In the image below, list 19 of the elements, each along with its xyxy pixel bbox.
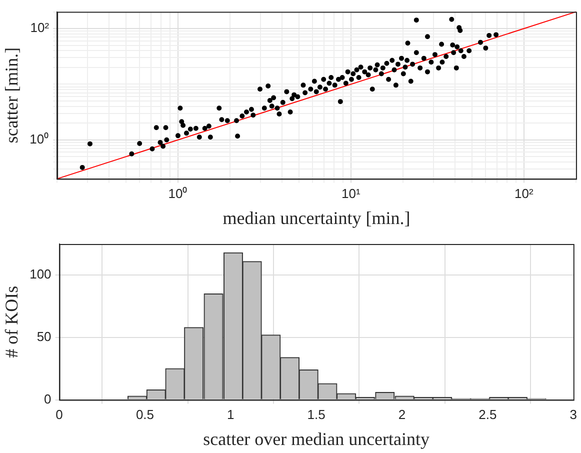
y-axis-title: scatter [min.] xyxy=(2,47,22,144)
x-tick-label: 0 xyxy=(56,407,63,422)
x-tick-label: 1 xyxy=(227,407,234,422)
y-tick-label: 50 xyxy=(36,329,52,344)
x-tick-label: 10¹ xyxy=(342,186,362,202)
y-tick-label: 0 xyxy=(44,391,52,406)
y-tick-label: 10⁰ xyxy=(30,131,50,146)
x-tick-label: 10⁰ xyxy=(168,186,188,202)
y-tick-label: 10² xyxy=(30,20,50,36)
x-tick-label: 1.5 xyxy=(307,407,326,422)
x-tick-label: 2 xyxy=(398,407,406,422)
x-axis-title: median uncertainty [min.] xyxy=(222,208,410,228)
x-tick-label: 2.5 xyxy=(478,407,497,422)
x-tick-label: 10² xyxy=(514,186,534,202)
x-tick-label: 0.5 xyxy=(136,407,154,422)
y-axis-title: # of KOIs xyxy=(2,286,22,358)
x-tick-label: 3 xyxy=(570,407,577,422)
x-axis-title: scatter over median uncertainty xyxy=(203,428,430,449)
y-tick-label: 100 xyxy=(30,266,52,282)
